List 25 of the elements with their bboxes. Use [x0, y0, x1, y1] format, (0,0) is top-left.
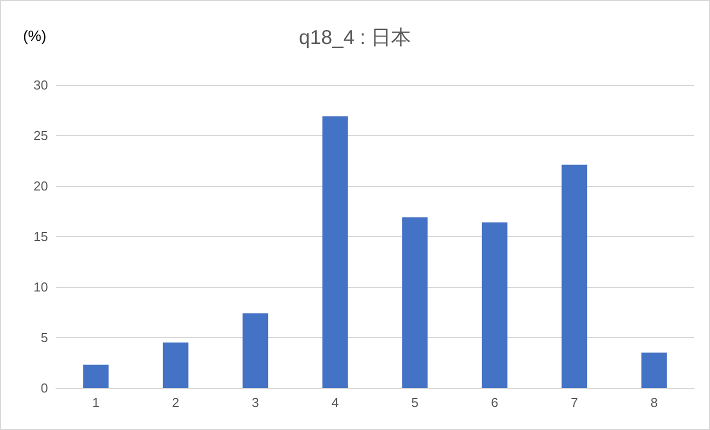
y-axis-title: (%): [23, 28, 46, 45]
x-tick-label: 4: [332, 395, 339, 410]
y-tick-label: 20: [34, 178, 48, 194]
bar: [83, 364, 109, 388]
y-tick-label: 0: [40, 380, 48, 396]
x-tick-label: 7: [570, 395, 578, 410]
x-tick-label: 6: [491, 395, 498, 410]
x-tick-label: 3: [252, 395, 259, 410]
x-tick-label: 5: [411, 395, 418, 410]
bar: [402, 217, 428, 388]
chart-title: q18_4 : 日本: [298, 27, 412, 49]
bar: [562, 164, 588, 388]
y-tick-label: 5: [40, 330, 48, 345]
x-tick-label: 1: [92, 395, 100, 410]
y-tick-label: 15: [34, 229, 48, 244]
y-tick-label: 25: [34, 128, 48, 143]
bar: [322, 116, 348, 388]
bar: [482, 222, 508, 388]
x-tick-label: 8: [650, 395, 658, 410]
y-tick-label: 10: [34, 280, 48, 294]
bar: [641, 352, 667, 388]
x-tick-label: 2: [172, 395, 180, 410]
bar: [162, 342, 188, 388]
bar: [242, 313, 268, 388]
y-tick-label: 30: [34, 78, 48, 92]
